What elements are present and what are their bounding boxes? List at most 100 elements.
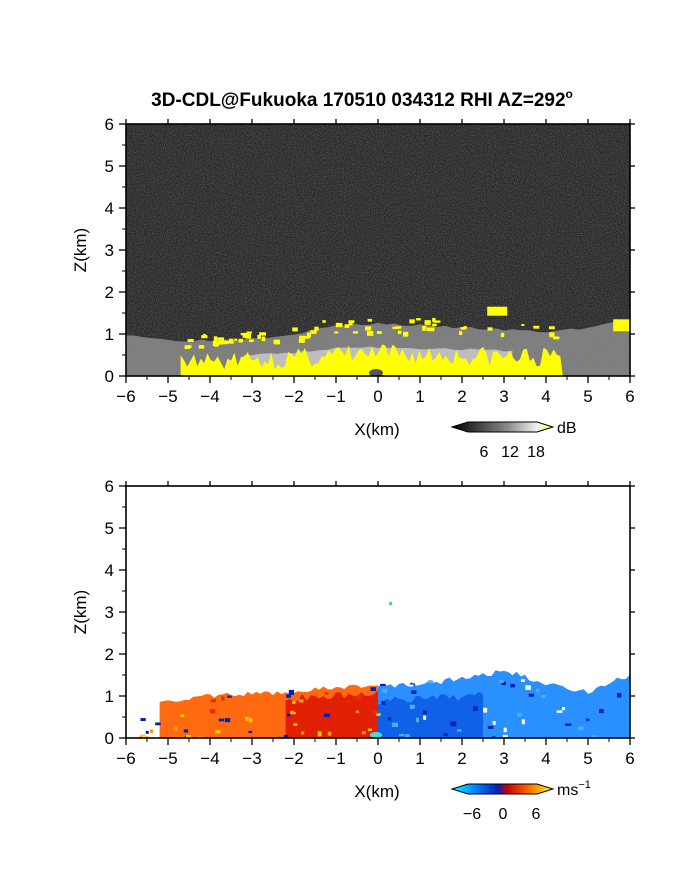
strong-echo-fleck xyxy=(533,325,540,329)
strong-echo-fleck xyxy=(322,320,326,323)
strong-echo-fleck xyxy=(426,327,432,332)
intensity-ylabel: Z(km) xyxy=(71,228,90,272)
x-tick-label: −5 xyxy=(158,749,177,768)
velocity-speckles xyxy=(138,679,622,738)
velocity-speckle xyxy=(344,700,351,703)
velocity-speckle xyxy=(379,683,386,687)
strong-echo-fleck xyxy=(367,331,374,336)
strong-echo-fleck xyxy=(365,326,372,331)
panel-velocity: −6 −5 −4 −3 −2 −1 0 1 2 3 4 5 6 0 1 2 3 4 5 6 Z(km) X(km) m… xyxy=(71,477,635,823)
velocity-speckle xyxy=(180,714,185,717)
strong-echo-fleck xyxy=(433,320,441,323)
velocity-speckle xyxy=(422,710,428,715)
strong-echo-fleck xyxy=(234,338,238,341)
velocity-colorbar-strip xyxy=(450,783,555,795)
strong-echo-fleck xyxy=(344,324,350,328)
strong-echo-fleck xyxy=(218,340,223,345)
velocity-speckle xyxy=(392,722,398,727)
x-tick-label: 4 xyxy=(541,387,550,406)
velocity-speckle xyxy=(140,718,146,722)
strong-echo-fleck xyxy=(397,330,402,335)
strong-echo-fleck xyxy=(227,340,234,344)
velocity-speckle xyxy=(245,716,249,721)
intensity-colorbar-tick-6: 6 xyxy=(480,444,489,461)
strong-echo-fleck xyxy=(487,306,508,316)
velocity-speckle xyxy=(577,726,584,731)
strong-echo-fleck xyxy=(348,320,355,324)
strong-echo-fleck xyxy=(259,332,266,336)
strong-echo-fleck xyxy=(392,326,399,330)
velocity-xlabel: X(km) xyxy=(354,782,399,801)
velocity-speckle xyxy=(221,696,225,701)
velocity-speckle xyxy=(411,690,417,694)
velocity-speckle xyxy=(456,729,462,732)
velocity-speckle xyxy=(173,726,178,731)
strong-echo-fleck xyxy=(553,336,560,340)
strong-echo-region xyxy=(180,344,563,376)
strong-echo-fleck xyxy=(424,320,431,325)
velocity-speckle xyxy=(293,723,298,726)
strong-echo-fleck xyxy=(229,338,234,342)
velocity-speckle xyxy=(450,721,457,727)
velocity-speckle xyxy=(409,704,415,710)
velocity-speckle xyxy=(591,735,597,738)
x-tick-label: −6 xyxy=(116,387,135,406)
velocity-speckle xyxy=(503,727,507,733)
intensity-colorbar: dB 6 12 18 xyxy=(450,420,577,461)
velocity-axes: −6 −5 −4 −3 −2 −1 0 1 2 3 4 5 6 0 1 2 3 4 5 6 xyxy=(105,477,635,768)
velocity-speckle xyxy=(382,688,388,693)
x-tick-label: 3 xyxy=(499,749,508,768)
strong-echo-fleck xyxy=(422,325,427,331)
strong-echo-fleck xyxy=(432,318,436,323)
velocity-speckle xyxy=(367,728,373,731)
strong-echo-fleck xyxy=(242,333,248,338)
strong-echo-fleck xyxy=(432,323,437,327)
strong-echo-flecks xyxy=(184,306,630,349)
x-tick-label: −4 xyxy=(200,749,219,768)
velocity-speckle xyxy=(501,681,507,686)
strong-echo-fleck xyxy=(292,327,298,332)
lidar-site-marker xyxy=(369,369,383,376)
velocity-speckle xyxy=(541,694,546,699)
velocity-speckle xyxy=(428,680,433,684)
velocity-speckle xyxy=(248,730,253,734)
x-tick-label: 5 xyxy=(583,387,592,406)
strong-echo-fleck xyxy=(299,335,306,340)
velocity-speckle xyxy=(483,707,488,713)
strong-echo-fleck xyxy=(201,335,208,339)
y-tick-label: 1 xyxy=(105,687,114,706)
velocity-speckle xyxy=(324,692,329,695)
strong-echo-fleck xyxy=(246,331,253,334)
intensity-colorbar-tick-18: 18 xyxy=(527,444,545,461)
y-tick-label: 6 xyxy=(105,115,114,134)
velocity-speckle xyxy=(586,718,590,722)
velocity-speckle xyxy=(521,719,525,725)
velocity-speckle xyxy=(528,693,535,697)
x-tick-label: −1 xyxy=(326,387,345,406)
strong-echo-fleck xyxy=(403,331,409,337)
velocity-colorbar: ms−1 −6 0 6 xyxy=(450,779,591,823)
x-tick-label: −5 xyxy=(158,387,177,406)
velocity-speckle xyxy=(290,710,295,714)
strong-echo-fleck xyxy=(217,337,225,341)
strong-echo-fleck xyxy=(463,326,467,330)
velocity-speckle xyxy=(473,706,478,711)
strong-echo-fleck xyxy=(302,335,310,339)
strong-echo-fleck xyxy=(460,327,466,330)
strong-echo-fleck xyxy=(376,331,382,334)
velocity-speckle xyxy=(287,713,291,717)
x-tick-label: −4 xyxy=(200,387,219,406)
velocity-speckle xyxy=(224,718,231,723)
velocity-speckle xyxy=(387,717,392,721)
velocity-speckle xyxy=(317,731,322,737)
intensity-axes: −6 −5 −4 −3 −2 −1 0 1 2 3 4 5 6 0 1 2 3 4 5 6 xyxy=(105,115,635,406)
velocity-speckle xyxy=(215,730,221,734)
velocity-colorbar-tick-neg6: −6 xyxy=(463,806,481,823)
velocity-speckle xyxy=(186,734,192,738)
velocity-speckle xyxy=(227,695,232,698)
velocity-speckle xyxy=(323,713,330,718)
x-tick-label: 2 xyxy=(457,387,466,406)
velocity-speckle xyxy=(218,718,225,722)
velocity-speckle xyxy=(155,722,161,726)
velocity-speckle xyxy=(356,695,362,700)
